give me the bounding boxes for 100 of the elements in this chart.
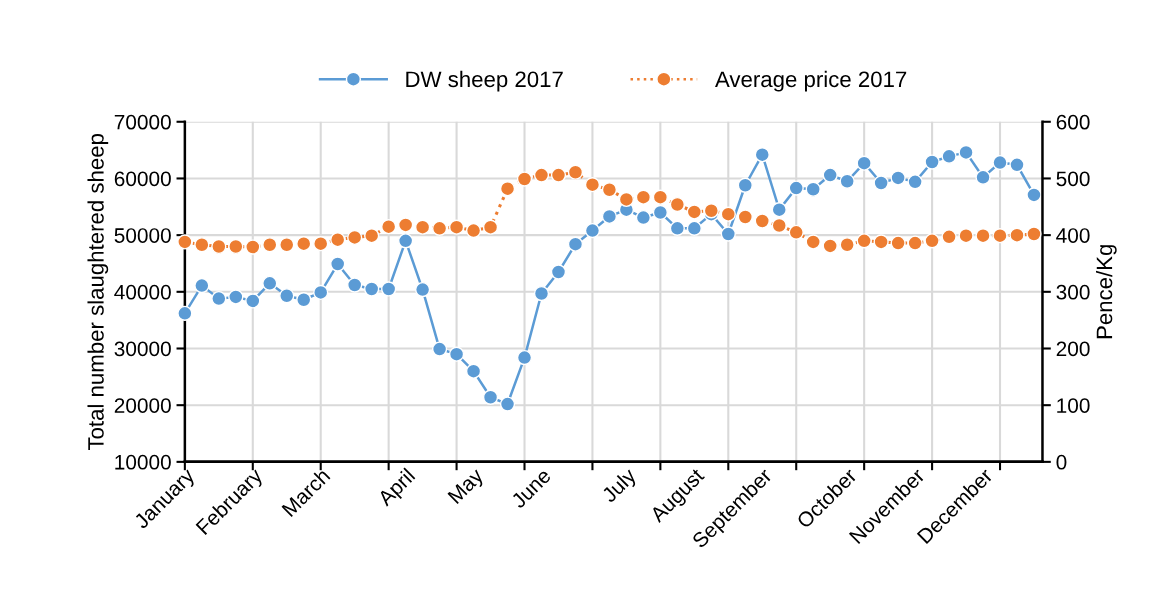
point: [567, 236, 584, 252]
point: [567, 164, 584, 180]
point: [856, 155, 872, 171]
y2-axis-title: Pence/Kg: [1095, 245, 1117, 339]
point: [330, 256, 346, 272]
point: [228, 238, 244, 255]
point: [958, 228, 974, 244]
point: [364, 228, 380, 244]
y-tick-label: 50000: [114, 228, 171, 243]
legend-label: Average price 2017: [715, 70, 907, 92]
point: [805, 234, 821, 250]
point: [313, 235, 329, 252]
point: [194, 237, 210, 253]
point: [601, 208, 618, 225]
point: [635, 189, 652, 205]
y-tick-label: 70000: [114, 114, 171, 130]
point: [465, 222, 482, 239]
point: [839, 237, 855, 253]
point: [992, 228, 1008, 244]
point: [601, 182, 618, 198]
point: [177, 234, 193, 250]
point: [822, 238, 838, 254]
point: [873, 175, 889, 191]
point: [397, 233, 414, 249]
y2-tick-label: 0: [1056, 454, 1067, 470]
point: [720, 206, 736, 222]
y-axis-title: Total number slaughtered sheep: [87, 133, 109, 451]
y2-tick-label: 300: [1056, 284, 1090, 300]
point: [279, 288, 295, 304]
point: [669, 220, 685, 236]
point: [431, 341, 448, 357]
point: [924, 233, 940, 249]
point: [381, 218, 397, 235]
point: [194, 277, 210, 294]
point: [771, 217, 787, 234]
point: [771, 201, 787, 218]
point: [958, 144, 974, 161]
point: [618, 191, 635, 208]
point: [313, 284, 329, 301]
point: [890, 170, 906, 186]
point: [584, 177, 601, 193]
point: [262, 237, 278, 253]
point: [499, 396, 516, 412]
y-tick-label: 60000: [114, 171, 171, 187]
point: [482, 389, 499, 405]
y2-tick-label: 200: [1056, 341, 1090, 357]
point: [686, 204, 702, 220]
point: [856, 233, 872, 249]
point: [1026, 226, 1042, 242]
point: [924, 154, 940, 170]
point: [890, 235, 906, 251]
point: [482, 219, 499, 235]
point: [414, 219, 431, 235]
point: [364, 281, 380, 297]
point: [279, 237, 295, 253]
point: [381, 281, 397, 297]
y2-tick-label: 500: [1056, 171, 1090, 187]
x-tick-label: May: [447, 467, 488, 507]
point: [296, 292, 312, 308]
point: [652, 204, 669, 221]
point: [907, 174, 923, 190]
point: [788, 224, 804, 240]
y2-tick-label: 100: [1057, 398, 1090, 413]
point: [975, 169, 991, 185]
point: [550, 167, 567, 183]
point: [737, 177, 753, 193]
y-tick-label: 30000: [114, 341, 171, 357]
point: [652, 189, 669, 205]
point: [533, 167, 550, 183]
point: [720, 226, 736, 242]
point: [788, 180, 804, 196]
point: [754, 213, 770, 229]
point: [1009, 157, 1025, 173]
point: [941, 148, 957, 164]
point: [330, 232, 346, 248]
point: [822, 167, 838, 183]
point: [262, 275, 278, 291]
point: [499, 181, 516, 197]
point: [873, 234, 889, 250]
point: [296, 235, 312, 252]
y-tick-label: 20000: [114, 398, 171, 413]
point: [177, 305, 193, 321]
point: [754, 147, 770, 163]
point: [941, 229, 957, 245]
point: [516, 349, 533, 366]
y-tick-label: 10000: [115, 454, 171, 470]
point: [448, 346, 465, 362]
point: [737, 209, 753, 225]
y2-tick-label: 400: [1056, 228, 1090, 243]
point: [839, 173, 855, 189]
point: [686, 220, 702, 236]
point: [907, 235, 923, 251]
point: [414, 281, 431, 298]
point: [533, 285, 550, 302]
point: [397, 217, 414, 233]
point: [669, 196, 685, 213]
legend-label: DW sheep 2017: [406, 70, 563, 92]
point: [975, 228, 991, 244]
x-tick-label: July: [600, 466, 641, 507]
point: [584, 222, 601, 239]
